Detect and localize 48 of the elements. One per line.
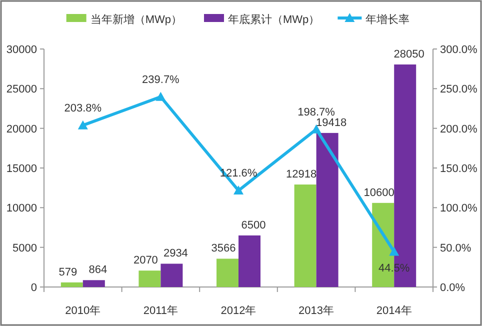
legend-label: 年增长率 [366, 13, 410, 26]
data-label: 239.7% [142, 74, 180, 86]
bar [238, 235, 260, 287]
y2-tick-label: 250.0% [440, 84, 478, 96]
data-label: 579 [58, 266, 78, 278]
y2-tick-label: 150.0% [440, 163, 478, 175]
data-label: 12918 [286, 168, 317, 181]
data-label: 203.8% [64, 102, 102, 114]
y-tick-label: 10000 [6, 202, 37, 215]
y2-tick-label: 300.0% [440, 44, 478, 56]
y-tick-label: 25000 [6, 84, 37, 96]
y2-tick-label: 0.0% [440, 282, 466, 294]
x-tick-label: 2010年 [65, 305, 101, 317]
y2-tick-label: 50.0% [440, 242, 472, 254]
data-label: 3566 [211, 242, 236, 255]
y2-tick-label: 100.0% [440, 202, 478, 215]
x-tick-label: 2013年 [298, 305, 334, 317]
y-tick-label: 30000 [6, 44, 37, 56]
data-label: 44.5% [378, 262, 410, 275]
data-label: 2934 [163, 248, 188, 260]
data-label: 864 [88, 264, 108, 276]
bar [294, 184, 316, 287]
data-label: 19418 [316, 116, 347, 129]
bar [138, 270, 161, 287]
bar [216, 258, 238, 287]
data-label: 2070 [133, 254, 158, 267]
x-tick-label: 2014年 [376, 305, 412, 317]
point [156, 92, 166, 101]
point [389, 246, 400, 256]
bar [82, 280, 105, 287]
x-tick-label: 2012年 [220, 305, 256, 317]
y-tick-label: 5000 [12, 242, 37, 254]
bar [160, 264, 183, 287]
legend-label: 当年新增（MWp） [90, 13, 182, 26]
data-label: 28050 [394, 48, 424, 60]
point [78, 120, 88, 130]
legend-label: 年底累计（MWp） [228, 13, 320, 26]
bar [316, 132, 338, 287]
y-tick-label: 20000 [6, 123, 37, 136]
y-tick-label: 15000 [6, 163, 37, 175]
data-label: 10600 [364, 186, 394, 199]
bar [60, 282, 83, 287]
y-tick-label: 0 [30, 282, 37, 294]
point [234, 186, 244, 195]
data-label: 198.7% [298, 106, 336, 118]
x-tick-label: 2011年 [143, 305, 178, 317]
y2-tick-label: 200.0% [440, 123, 478, 136]
data-label: 6500 [241, 219, 266, 232]
